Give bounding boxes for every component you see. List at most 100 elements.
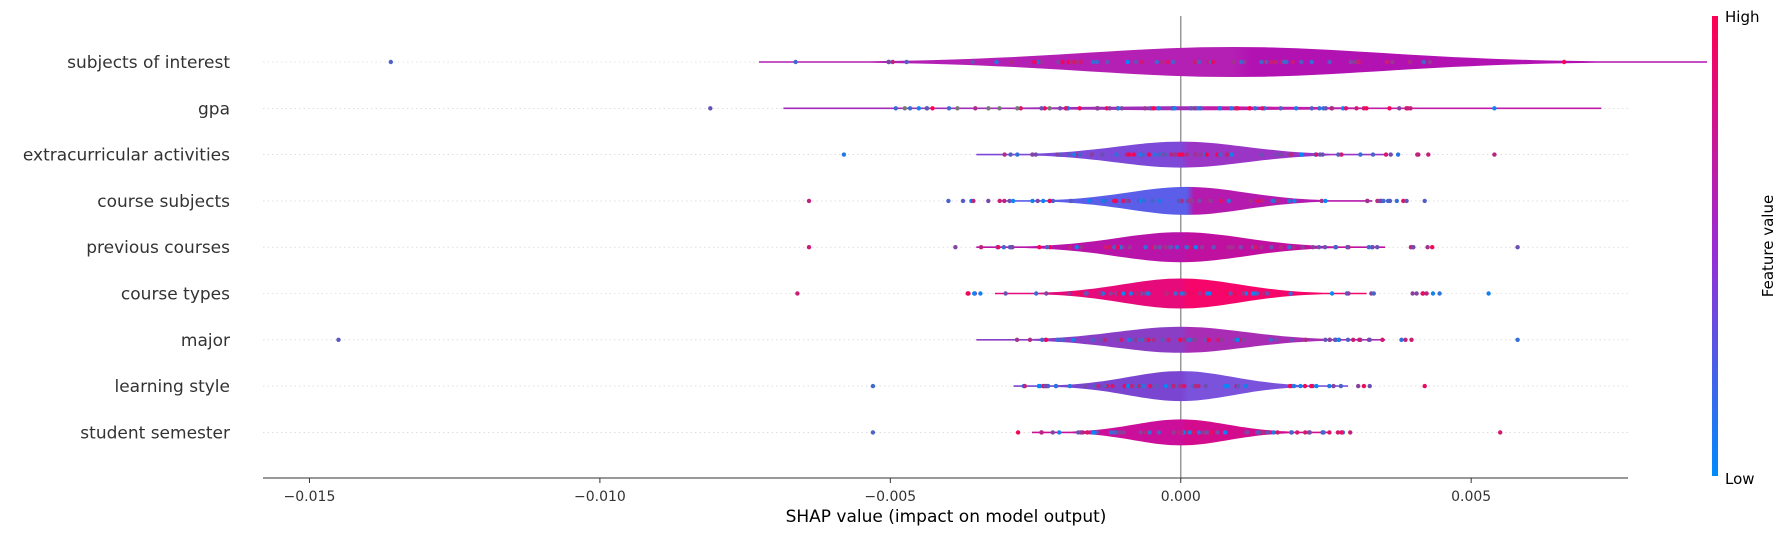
sample-dot <box>1247 106 1252 111</box>
sample-dot <box>1336 337 1341 342</box>
sample-dot <box>1107 106 1112 111</box>
x-tick-label: −0.015 <box>284 489 336 505</box>
sample-dot <box>1168 245 1173 250</box>
sample-dot <box>1079 245 1084 250</box>
sample-dot <box>1278 245 1284 250</box>
sample-dot <box>1327 59 1332 65</box>
sample-dot <box>1103 245 1108 250</box>
sample-dot <box>1427 59 1433 65</box>
sample-dot <box>1165 59 1171 65</box>
sample-dot <box>1092 383 1098 389</box>
sample-dot <box>1314 383 1319 389</box>
sample-dot <box>1091 430 1097 435</box>
sample-dot <box>1200 245 1205 250</box>
sample-dot <box>708 106 713 111</box>
sample-dot <box>1030 198 1035 204</box>
sample-dot <box>1219 337 1225 342</box>
sample-dot <box>1047 106 1052 111</box>
feature-label-course-subjects: course subjects <box>97 192 230 212</box>
sample-dot <box>1401 198 1406 204</box>
sample-dot <box>1157 198 1163 204</box>
sample-dot <box>1426 152 1431 157</box>
sample-dot <box>1119 106 1125 111</box>
sample-dot <box>1163 152 1168 157</box>
sample-dot <box>1411 245 1416 250</box>
sample-dot <box>1042 106 1047 111</box>
sample-dot <box>1193 245 1199 250</box>
sample-dot <box>1332 337 1338 342</box>
sample-dot <box>1080 430 1085 435</box>
sample-dot <box>1184 152 1190 157</box>
sample-dot <box>1321 430 1326 435</box>
sample-dot <box>1186 291 1192 296</box>
sample-dot <box>1274 152 1279 157</box>
sample-dot <box>1255 430 1260 435</box>
sample-dot <box>1229 152 1234 157</box>
sample-dot <box>1066 152 1071 157</box>
sample-dot <box>1498 430 1503 435</box>
sample-dot <box>1110 383 1115 389</box>
sample-dot <box>1370 245 1375 250</box>
sample-dot <box>1395 152 1401 157</box>
sample-dot <box>1381 198 1386 204</box>
sample-dot <box>1405 106 1411 111</box>
sample-dot <box>1346 291 1351 296</box>
sample-dot <box>1163 291 1168 296</box>
sample-dot <box>1424 291 1429 296</box>
sample-dot <box>1252 106 1258 111</box>
sample-dot <box>1269 245 1274 250</box>
colorbar-low-label: Low <box>1725 470 1755 488</box>
sample-dot <box>1399 337 1404 342</box>
feature-label-subjects-of-interest: subjects of interest <box>67 53 230 73</box>
sample-dot <box>1146 291 1151 296</box>
sample-dot <box>1271 430 1276 435</box>
sample-dot <box>1289 430 1295 435</box>
sample-dot <box>1354 106 1359 111</box>
sample-dot <box>1380 337 1385 342</box>
sample-dot <box>1215 430 1220 435</box>
sample-dot <box>1437 291 1442 296</box>
sample-dot <box>1185 337 1191 342</box>
sample-dot <box>806 198 812 204</box>
sample-dot <box>1192 59 1198 65</box>
sample-dot <box>1015 152 1020 157</box>
sample-dot <box>1345 337 1351 342</box>
sample-dot <box>1009 59 1014 65</box>
sample-dot <box>1015 106 1020 111</box>
feature-label-student-semester: student semester <box>80 423 230 443</box>
sample-dot <box>1394 198 1400 204</box>
sample-dot <box>1329 291 1335 296</box>
sample-dot <box>1027 337 1033 342</box>
sample-dot <box>946 106 952 111</box>
sample-dot <box>1055 152 1060 157</box>
sample-dot <box>1351 337 1356 342</box>
sample-dot <box>1040 337 1045 342</box>
sample-dot <box>1196 59 1202 65</box>
sample-dot <box>1003 291 1008 296</box>
sample-dot <box>1492 106 1497 111</box>
sample-dot <box>1274 337 1279 342</box>
sample-dot <box>1420 291 1425 296</box>
sample-dot <box>1357 337 1362 342</box>
sample-dot <box>1241 337 1246 342</box>
sample-dot <box>1100 152 1105 157</box>
colorbar-gradient <box>1712 16 1718 476</box>
sample-dot <box>1407 59 1413 65</box>
sample-dot <box>1142 106 1148 111</box>
sample-dot <box>1336 152 1341 157</box>
sample-dot <box>1068 198 1074 204</box>
sample-dot <box>1022 383 1027 389</box>
sample-dot <box>1261 291 1267 296</box>
sample-dot <box>1224 152 1230 157</box>
sample-dot <box>1310 245 1316 250</box>
sample-dot <box>1060 59 1065 65</box>
sample-dot <box>1179 291 1185 296</box>
sample-dot <box>1375 245 1380 250</box>
sample-dot <box>1179 152 1184 157</box>
sample-dot <box>1136 337 1142 342</box>
sample-dot <box>973 106 978 111</box>
feature-label-extracurricular-activities: extracurricular activities <box>23 146 230 166</box>
sample-dot <box>1095 106 1101 111</box>
sample-dot <box>1254 291 1260 296</box>
sample-dot <box>1299 152 1304 157</box>
